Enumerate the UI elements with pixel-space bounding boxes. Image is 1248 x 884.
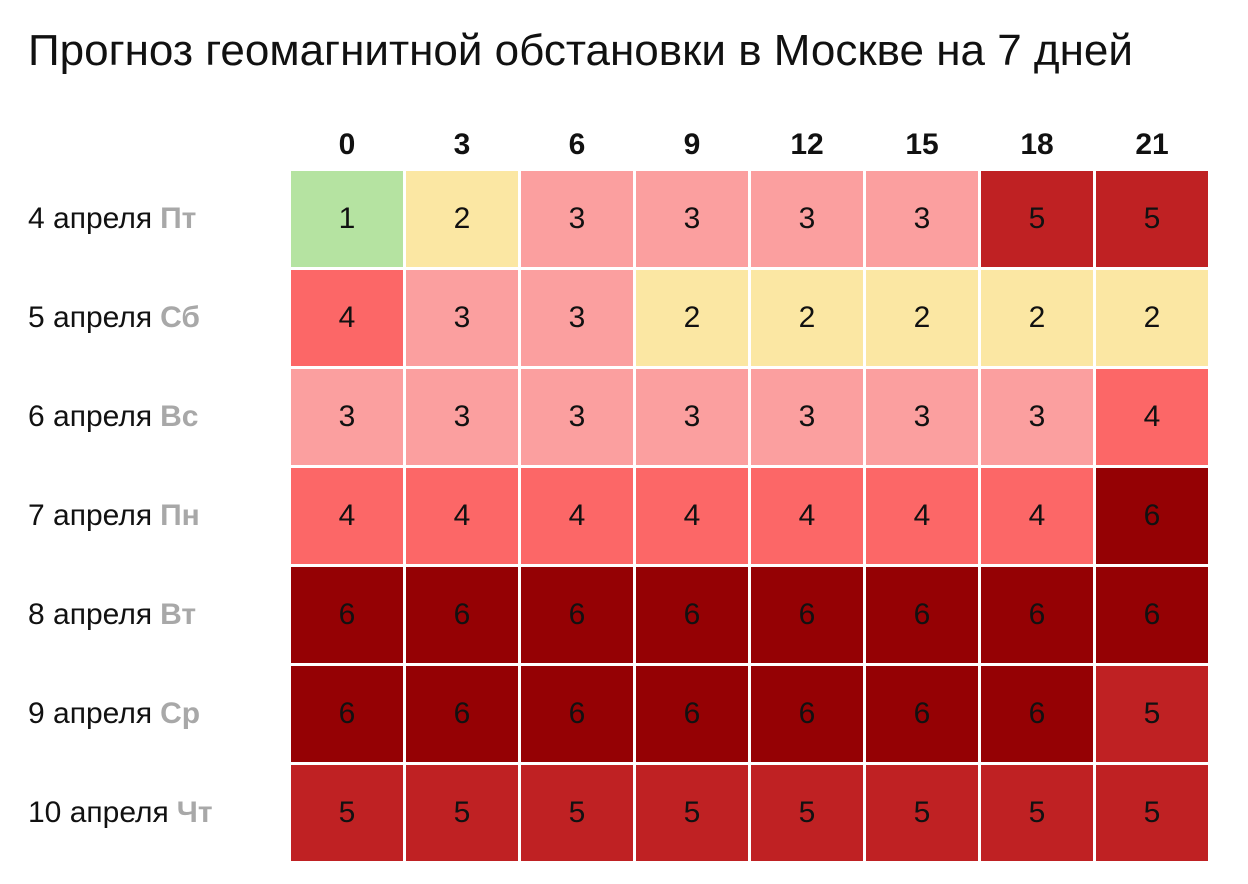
hour-label: 15 [905, 128, 939, 161]
date-label: 9 апреля [28, 697, 153, 730]
heatmap-cell: 4 [1096, 369, 1208, 465]
date-label: 4 апреля [28, 202, 153, 235]
row-label: 7 апреля Пн [28, 468, 200, 564]
heatmap-cell: 3 [521, 369, 633, 465]
heatmap-cell: 5 [981, 765, 1093, 861]
heatmap-cell: 3 [866, 369, 978, 465]
hour-label: 21 [1135, 128, 1169, 161]
hour-label: 3 [453, 128, 471, 161]
row-label: 6 апреля Вс [28, 369, 198, 465]
heatmap-cell: 2 [1096, 270, 1208, 366]
heatmap-cell: 6 [981, 666, 1093, 762]
date-label: 5 апреля [28, 301, 153, 334]
heatmap-cell: 6 [291, 567, 403, 663]
heatmap-cell: 6 [1096, 468, 1208, 564]
heatmap-cell: 2 [751, 270, 863, 366]
heatmap-cell: 5 [521, 765, 633, 861]
heatmap-cell: 4 [751, 468, 863, 564]
weekday-label: Пн [160, 499, 200, 532]
hour-label: 9 [683, 128, 701, 161]
heatmap-cell: 2 [406, 171, 518, 267]
heatmap-cell: 4 [866, 468, 978, 564]
heatmap-cell: 5 [291, 765, 403, 861]
heatmap-cell: 3 [981, 369, 1093, 465]
heatmap-cell: 4 [291, 270, 403, 366]
heatmap-cell: 3 [521, 270, 633, 366]
heatmap-cell: 4 [981, 468, 1093, 564]
row-label: 9 апреля Ср [28, 666, 200, 762]
heatmap-cell: 3 [751, 369, 863, 465]
heatmap-cell: 6 [521, 567, 633, 663]
heatmap-cell: 5 [1096, 765, 1208, 861]
hour-label: 6 [568, 128, 586, 161]
date-label: 10 апреля [28, 796, 169, 829]
hour-axis: 0 3 6 9 12 15 18 21 [0, 120, 1248, 170]
hour-label: 0 [338, 128, 356, 161]
heatmap-cell: 5 [1096, 666, 1208, 762]
heatmap-cell: 2 [981, 270, 1093, 366]
heatmap-cell: 6 [406, 567, 518, 663]
heatmap-cell: 3 [866, 171, 978, 267]
weekday-label: Пт [160, 202, 197, 235]
heatmap-cell: 6 [521, 666, 633, 762]
heatmap-cell: 5 [866, 765, 978, 861]
date-label: 8 апреля [28, 598, 153, 631]
heatmap-cell: 3 [291, 369, 403, 465]
heatmap-cell: 3 [751, 171, 863, 267]
hour-label: 18 [1020, 128, 1054, 161]
row-label: 5 апреля Сб [28, 270, 200, 366]
weekday-label: Сб [160, 301, 200, 334]
heatmap-cell: 3 [406, 369, 518, 465]
heatmap-cell: 5 [636, 765, 748, 861]
row-label: 10 апреля Чт [28, 765, 213, 861]
heatmap-cell: 5 [406, 765, 518, 861]
weekday-label: Ср [160, 697, 201, 730]
heatmap-cell: 2 [636, 270, 748, 366]
weekday-label: Вт [160, 598, 197, 631]
weekday-label: Чт [176, 796, 213, 829]
heatmap-cell: 2 [866, 270, 978, 366]
heatmap-cell: 6 [636, 567, 748, 663]
heatmap-cell: 4 [521, 468, 633, 564]
heatmap-cell: 4 [636, 468, 748, 564]
heatmap-cell: 6 [866, 567, 978, 663]
heatmap-cell: 6 [636, 666, 748, 762]
date-label: 6 апреля [28, 400, 153, 433]
heatmap-cell: 4 [291, 468, 403, 564]
heatmap-cell: 3 [406, 270, 518, 366]
heatmap-cell: 3 [636, 369, 748, 465]
heatmap-cell: 6 [406, 666, 518, 762]
chart-title: Прогноз геомагнитной обстановки в Москве… [28, 26, 1133, 75]
heatmap-cell: 6 [751, 666, 863, 762]
heatmap-cell: 6 [751, 567, 863, 663]
hour-label: 12 [790, 128, 824, 161]
heatmap-cell: 5 [981, 171, 1093, 267]
heatmap-cell: 1 [291, 171, 403, 267]
heatmap-cell: 5 [751, 765, 863, 861]
heatmap-cell: 6 [291, 666, 403, 762]
heatmap-cell: 3 [521, 171, 633, 267]
date-label: 7 апреля [28, 499, 153, 532]
heatmap-cell: 4 [406, 468, 518, 564]
heatmap-cell: 5 [1096, 171, 1208, 267]
row-label: 4 апреля Пт [28, 171, 196, 267]
heatmap-cell: 6 [866, 666, 978, 762]
heatmap-cell: 6 [1096, 567, 1208, 663]
heatmap-cell: 6 [981, 567, 1093, 663]
row-label: 8 апреля Вт [28, 567, 196, 663]
weekday-label: Вс [160, 400, 199, 433]
heatmap-cell: 3 [636, 171, 748, 267]
